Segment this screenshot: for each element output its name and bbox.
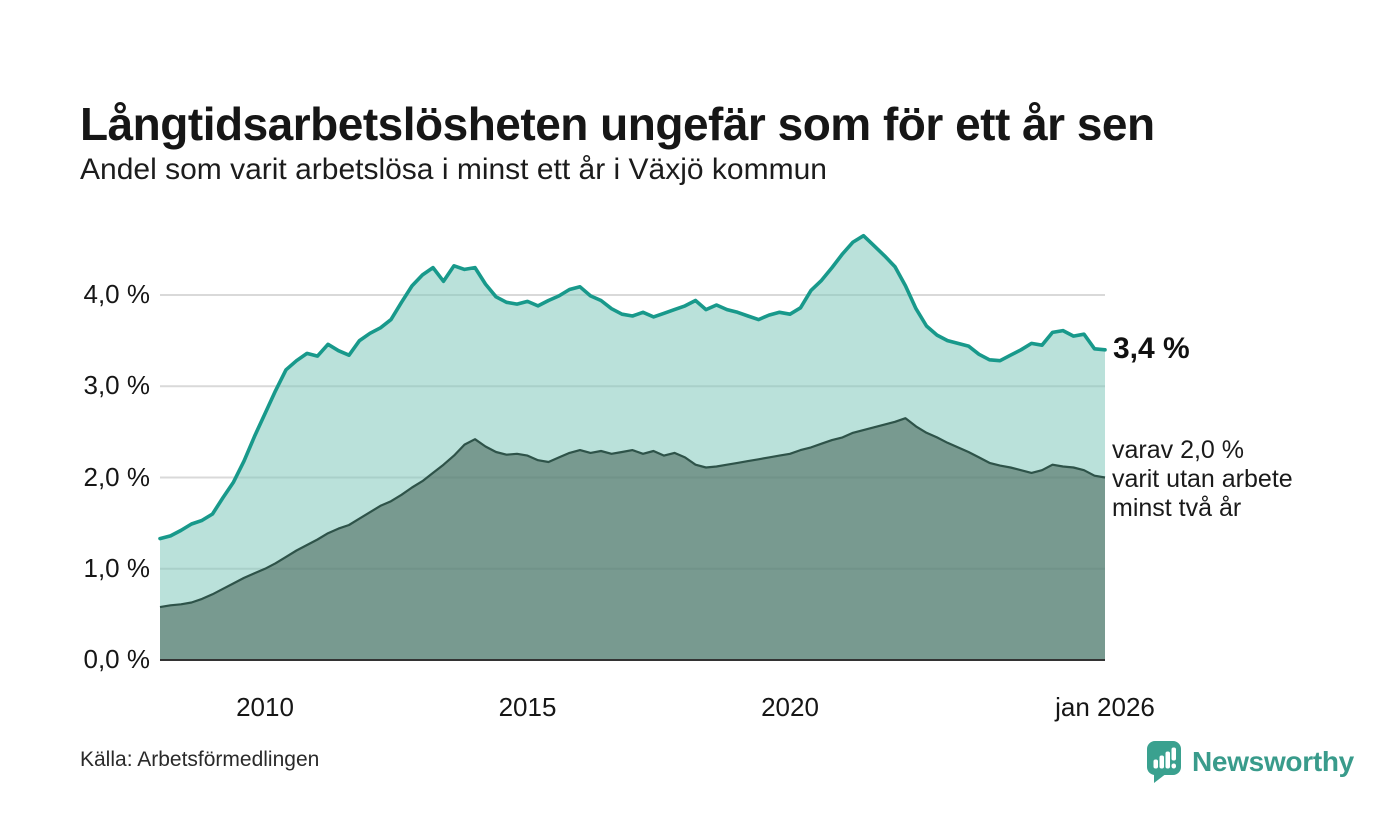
x-axis-tick-label: 2015 — [498, 692, 557, 722]
source-caption: Källa: Arbetsförmedlingen — [80, 748, 320, 771]
secondary-label-line-3: minst två år — [1112, 493, 1242, 522]
latest-value-label: 3,4 % — [1113, 331, 1190, 365]
secondary-label-line-1: varav 2,0 % — [1112, 435, 1245, 464]
secondary-label-line-2: varit utan arbete — [1112, 464, 1293, 493]
x-axis-tick-label: 2010 — [236, 692, 294, 722]
brand-logo: Newsworthy — [1146, 740, 1354, 784]
chart-subtitle: Andel som varit arbetslösa i minst ett å… — [80, 153, 827, 186]
secondary-series-label: varav 2,0 % varit utan arbete minst två … — [1112, 436, 1293, 523]
x-axis-tick-label: jan 2026 — [1055, 692, 1155, 722]
line-two-years — [159, 417, 1106, 609]
area-two-years — [160, 418, 1105, 660]
x-axis-tick-label: 2020 — [761, 692, 819, 722]
y-axis-tick-label: 0,0 % — [83, 644, 151, 674]
newsworthy-speech-bubble-bar-chart-icon — [1147, 741, 1181, 783]
y-axis-tick-label: 4,0 % — [83, 279, 151, 309]
brand-name: Newsworthy — [1192, 746, 1354, 777]
y-axis-tick-label: 3,0 % — [83, 370, 151, 401]
y-axis-tick-label: 1,0 % — [83, 552, 151, 583]
chart-title: Långtidsarbetslösheten ungefär som för e… — [80, 97, 1155, 150]
line-one-year — [158, 233, 1107, 541]
y-axis-tick-label: 2,0 % — [83, 461, 151, 492]
